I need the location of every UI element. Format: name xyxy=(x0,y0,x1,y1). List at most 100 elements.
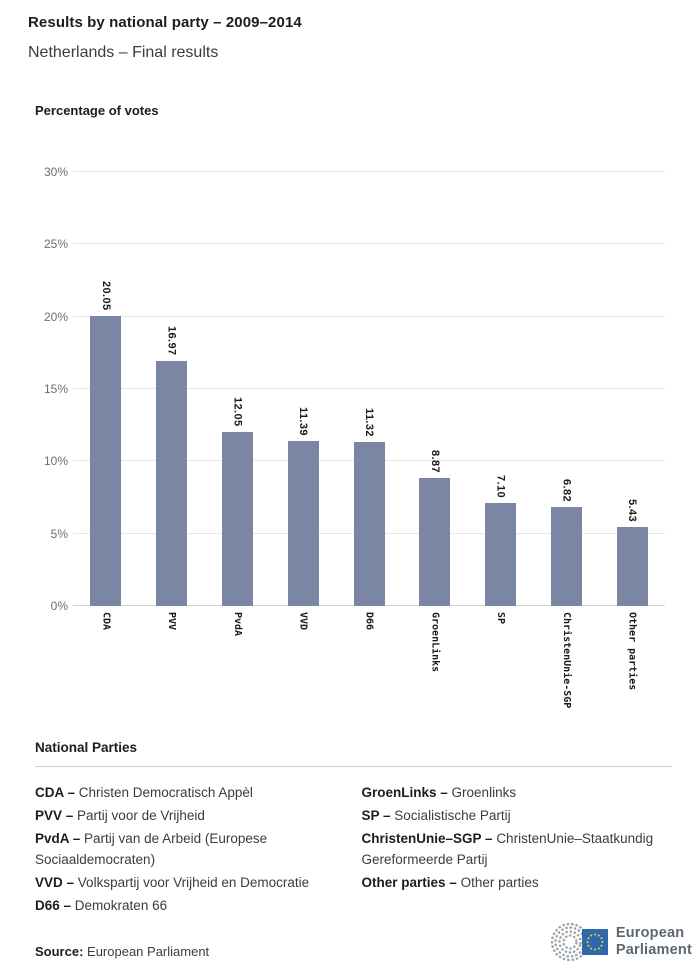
x-tick-cell: D66 xyxy=(336,612,402,728)
x-tick-cell: PvdA xyxy=(205,612,271,728)
bar-PVV xyxy=(156,360,188,606)
eu-star xyxy=(597,934,600,937)
eu-star xyxy=(593,948,596,951)
party-abbreviation: ChristenUnie–SGP – xyxy=(361,831,493,846)
source-value: European Parliament xyxy=(87,944,210,959)
national-parties-legend: National Parties CDA – Christen Democrat… xyxy=(35,740,672,918)
bar-column-D66: 11.32 xyxy=(336,172,402,606)
legend-entry: D66 – Demokraten 66 xyxy=(35,895,346,916)
x-tick-label: GroenLinks xyxy=(429,612,441,673)
x-tick-label: ChristenUnie-SGP xyxy=(560,612,572,709)
party-abbreviation: VVD – xyxy=(35,875,75,890)
y-tick-label: 0% xyxy=(50,599,68,613)
x-tick-label: Other parties xyxy=(626,612,638,691)
bar-value-label: 11.39 xyxy=(297,407,310,437)
bar-value-label: 6.82 xyxy=(560,479,573,503)
legend-entry: CDA – Christen Democratisch Appèl xyxy=(35,782,346,803)
legend-columns: CDA – Christen Democratisch Appèl PVV – … xyxy=(35,782,672,918)
bar-value-label: 20.05 xyxy=(99,281,112,311)
party-full-name: Volkspartij voor Vrijheid en Democratie xyxy=(77,875,310,890)
bar-column-Other parties: 5.43 xyxy=(599,172,665,606)
eu-star xyxy=(597,947,600,950)
x-tick-label: VVD xyxy=(297,612,309,631)
legend-entry: PvdA – Partij van de Arbeid (Europese So… xyxy=(35,828,346,870)
legend-divider xyxy=(35,766,672,767)
european-parliament-logo: European Parliament xyxy=(550,916,692,968)
bar-column-GroenLinks: 8.87 xyxy=(402,172,468,606)
x-tick-label: SP xyxy=(495,612,507,625)
y-tick-label: 25% xyxy=(43,237,68,252)
y-axis-title: Percentage of votes xyxy=(35,103,159,118)
source-label: Source: xyxy=(35,944,84,959)
bar-column-CDA: 20.05 xyxy=(73,172,139,606)
european-parliament-logo-text: European Parliament xyxy=(616,925,692,958)
party-abbreviation: CDA – xyxy=(35,785,76,800)
bar-Other parties xyxy=(616,527,648,606)
gridline-20 xyxy=(73,315,665,317)
x-tick-cell: SP xyxy=(468,612,534,728)
eu-star xyxy=(587,944,590,947)
party-abbreviation: GroenLinks – xyxy=(361,785,448,800)
page-subtitle: Netherlands – Final results xyxy=(28,44,219,61)
y-tick-label: 30% xyxy=(43,165,68,179)
bar-column-VVD: 11.39 xyxy=(270,172,336,606)
party-abbreviation: SP – xyxy=(361,808,391,823)
party-abbreviation: Other parties – xyxy=(361,875,457,890)
x-axis-labels: CDA PVV PvdA VVD D66 GroenLinks SP ChristenUnie… xyxy=(73,612,665,728)
bar-GroenLinks xyxy=(419,477,451,606)
party-abbreviation: D66 – xyxy=(35,898,72,913)
y-tick-label: 10% xyxy=(43,454,68,469)
party-full-name: Partij van de Arbeid (Europese Sociaalde… xyxy=(35,831,268,867)
x-tick-label: D66 xyxy=(363,612,375,631)
eu-star xyxy=(590,934,593,937)
legend-column-left: CDA – Christen Democratisch Appèl PVV – … xyxy=(35,782,346,918)
european-parliament-logo-mark xyxy=(550,922,608,962)
party-full-name: Partij voor de Vrijheid xyxy=(77,808,205,823)
bar-column-SP: 7.10 xyxy=(468,172,534,606)
x-tick-cell: VVD xyxy=(270,612,336,728)
eu-star xyxy=(586,941,589,943)
party-full-name: Groenlinks xyxy=(451,785,517,800)
x-tick-cell: CDA xyxy=(73,612,139,728)
legend-column-right: GroenLinks – Groenlinks SP – Socialistis… xyxy=(362,782,673,918)
eu-star xyxy=(590,947,593,950)
party-full-name: Christen Democratisch Appèl xyxy=(78,785,253,800)
bar-SP xyxy=(485,503,517,606)
bar-column-PvdA: 12.05 xyxy=(205,172,271,606)
logo-text-line1: European xyxy=(615,925,685,942)
bar-PvdA xyxy=(221,431,253,606)
bar-VVD xyxy=(287,441,319,606)
party-full-name: Other parties xyxy=(460,875,539,890)
bar-value-label: 16.97 xyxy=(165,325,178,356)
bar-value-label: 12.05 xyxy=(231,397,244,427)
gridline-25 xyxy=(73,243,665,245)
y-tick-label: 20% xyxy=(43,309,68,324)
bar-value-label: 8.87 xyxy=(428,449,441,473)
x-tick-cell: Other parties xyxy=(599,612,665,728)
bar-column-PVV: 16.97 xyxy=(139,172,205,606)
x-tick-label: PvdA xyxy=(231,612,243,637)
x-tick-label: PVV xyxy=(166,612,178,631)
x-tick-label: CDA xyxy=(100,612,112,631)
party-full-name: Demokraten 66 xyxy=(74,898,168,913)
bar-chart: 0% 5% 10% 15% 20% 25% 30% 20.05 16.97 12.05 11.39 1… xyxy=(44,166,665,612)
eu-star xyxy=(587,937,590,940)
y-tick-label: 15% xyxy=(43,382,68,396)
bar-D66 xyxy=(353,442,385,606)
logo-text-line2: Parliament xyxy=(615,942,692,958)
gridline-30 xyxy=(73,171,665,172)
x-tick-cell: GroenLinks xyxy=(402,612,468,728)
x-tick-cell: PVV xyxy=(139,612,205,728)
bar-value-label: 7.10 xyxy=(494,475,507,499)
legend-entry: ChristenUnie–SGP – ChristenUnie–Staatkun… xyxy=(362,828,673,870)
bar-ChristenUnie-SGP xyxy=(550,507,582,606)
bar-columns: 20.05 16.97 12.05 11.39 11.32 8.87 7.10 6.82 5.4… xyxy=(73,172,665,606)
legend-entry: GroenLinks – Groenlinks xyxy=(362,782,673,803)
party-abbreviation: PVV – xyxy=(35,808,74,823)
party-abbreviation: PvdA – xyxy=(35,831,81,846)
bar-value-label: 11.32 xyxy=(363,408,376,438)
source-line: Source: European Parliament xyxy=(35,944,209,959)
bar-column-ChristenUnie-SGP: 6.82 xyxy=(533,172,599,606)
legend-entry: VVD – Volkspartij voor Vrijheid en Democ… xyxy=(35,872,346,893)
